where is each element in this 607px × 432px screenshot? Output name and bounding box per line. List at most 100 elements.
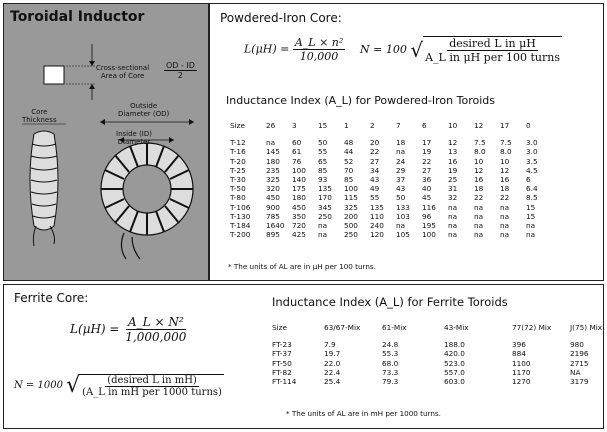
table-cell: na	[500, 220, 510, 230]
table-cell: 18	[500, 184, 510, 194]
table-cell: 145	[266, 147, 280, 157]
table-cell: 133	[396, 202, 410, 212]
table-cell: 17	[422, 138, 432, 148]
table-cell: 19	[448, 165, 458, 175]
table-cell: 50	[318, 138, 328, 148]
table-cell: T-106	[230, 202, 251, 212]
table-cell: 325	[344, 202, 358, 212]
table-column: 1 48 44 52 70 85 100 115 325 200 500 250	[344, 121, 358, 239]
table-cell: 175	[292, 184, 306, 194]
table-cell: 450	[292, 202, 306, 212]
table-cell: 7.5	[474, 138, 486, 148]
table-cell: 34	[370, 165, 380, 175]
table-cell: 93	[318, 174, 328, 184]
table-cell: 105	[396, 230, 410, 240]
table-cell: T-12	[230, 138, 246, 148]
table-cell: na	[474, 220, 484, 230]
toroid-diagram-panel: Toroidal Inductor	[3, 3, 209, 281]
table-cell: 22.4	[324, 367, 341, 377]
table-cell: 52	[344, 156, 354, 166]
table-cell: 12	[500, 165, 510, 175]
table-cell: FT-50	[272, 358, 292, 368]
table-column: 26 na 145 180 235 325 320 450 900 785 1640 895	[266, 121, 285, 239]
table-cell: 68.0	[382, 358, 399, 368]
table-column: 7 18 na 24 29 37 43 50 133 103 na 105	[396, 121, 410, 239]
table-cell: 3.5	[526, 156, 538, 166]
table-cell: 50	[396, 193, 406, 203]
column-header: Size	[230, 121, 245, 130]
table-cell: na	[318, 230, 328, 240]
table-cell: 557.0	[444, 367, 465, 377]
table-cell: 37	[396, 174, 406, 184]
table-column: J(75) Mix 980 2196 2715 NA 3179	[570, 323, 602, 386]
table-cell: na	[500, 230, 510, 240]
table-column: Size T-12 T-16 T-20 T-25 T-30 T-50 T-80 T-106 T-1…	[230, 121, 250, 239]
ferrite-title: Ferrite Core:	[14, 291, 89, 305]
table-cell: 10	[500, 156, 510, 166]
table-cell: T-16	[230, 147, 246, 157]
table-cell: 43	[370, 174, 380, 184]
table-cell: na	[448, 220, 458, 230]
table-cell: 22	[370, 147, 380, 157]
table-cell: 20	[370, 138, 380, 148]
table-cell: na	[396, 147, 406, 157]
table-cell: 6.4	[526, 184, 538, 194]
table-column: 2 20 22 27 34 43 49 55 135 110 240 120	[370, 121, 384, 239]
table-cell: 8.0	[474, 147, 486, 157]
table-cell: 884	[512, 349, 526, 359]
table-cell: 19.7	[324, 349, 341, 359]
table-cell: 44	[344, 147, 354, 157]
table-cell: FT-82	[272, 367, 292, 377]
table-column: 6 17 19 22 27 36 40 45 116 96 195 100	[422, 121, 436, 239]
table-cell: 120	[370, 230, 384, 240]
table-cell: 18	[474, 184, 484, 194]
table-cell: 180	[292, 193, 306, 203]
table-cell: 25.4	[324, 376, 341, 386]
table-cell: 235	[266, 165, 280, 175]
toroid-title: Toroidal Inductor	[10, 9, 145, 25]
table-cell: 18	[396, 138, 406, 148]
table-cell: 32	[448, 193, 458, 203]
table-cell: 895	[266, 230, 280, 240]
table-cell: 8.5	[526, 193, 538, 203]
table-cell: 7.9	[324, 340, 336, 350]
table-cell: na	[526, 220, 536, 230]
table-cell: T-50	[230, 184, 246, 194]
table-cell: 420.0	[444, 349, 465, 359]
ferrite-inductance-equation: L(μH) = A_L × N² 1,000,000	[70, 315, 187, 344]
table-cell: 325	[266, 174, 280, 184]
table-cell: na	[318, 220, 328, 230]
column-header: 2	[370, 121, 375, 130]
table-cell: 13	[448, 147, 458, 157]
table-cell: 785	[266, 211, 280, 221]
table-cell: 1170	[512, 367, 531, 377]
table-cell: 103	[396, 211, 410, 221]
table-cell: 450	[266, 193, 280, 203]
table-cell: na	[474, 202, 484, 212]
table-cell: 27	[422, 165, 432, 175]
table-cell: 4.5	[526, 165, 538, 175]
table-cell: 40	[422, 184, 432, 194]
table-cell: na	[266, 138, 276, 148]
table-cell: 43	[396, 184, 406, 194]
powdered-iron-table: Size T-12 T-16 T-20 T-25 T-30 T-50 T-80 T-106 T-1…	[230, 121, 600, 256]
table-cell: 250	[318, 211, 332, 221]
table-column: 77(72) Mix 396 884 1100 1170 1270	[512, 323, 551, 386]
powdered-iron-title: Powdered-Iron Core:	[220, 11, 342, 25]
table-cell: 12	[448, 138, 458, 148]
table-column: 63/67-Mix 7.9 19.7 22.0 22.4 25.4	[324, 323, 360, 386]
table-cell: 170	[318, 193, 332, 203]
ferrite-turns-equation: N = 1000 √ (desired L in mH) (A_L in mH pe…	[14, 373, 224, 398]
powdered-inductance-equation: L(μH) = A_L × n² 10,000	[244, 36, 346, 63]
table-cell: 24.8	[382, 340, 399, 350]
table-cell: 100	[292, 165, 306, 175]
column-header: 12	[474, 121, 484, 130]
toroid-illustration	[22, 44, 194, 260]
table-cell: 48	[344, 138, 354, 148]
table-cell: 116	[422, 202, 436, 212]
ferrite-footnote: * The units of AL are in mH per 1000 tur…	[286, 409, 441, 418]
table-cell: 45	[422, 193, 432, 203]
column-header: 61-Mix	[382, 323, 407, 332]
table-cell: 7.5	[500, 138, 512, 148]
table-cell: 603.0	[444, 376, 465, 386]
